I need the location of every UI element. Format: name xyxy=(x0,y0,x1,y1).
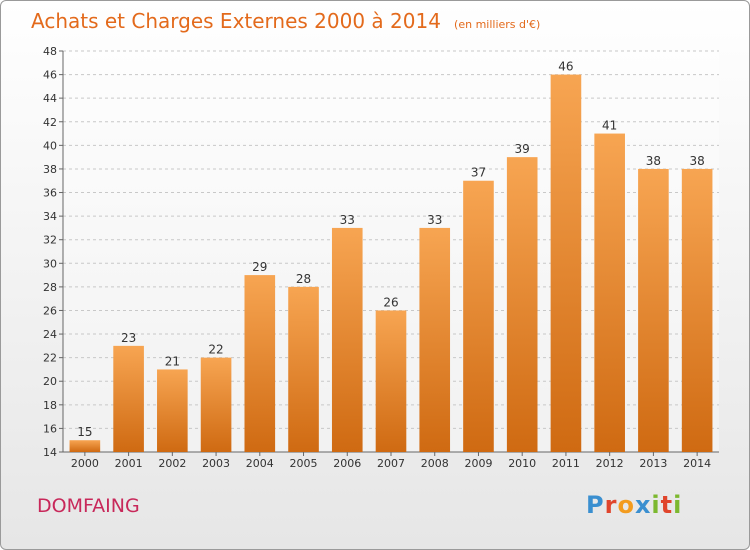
y-tick-label: 48 xyxy=(43,45,57,58)
bar xyxy=(69,440,101,452)
x-tick-label: 2007 xyxy=(377,457,405,470)
y-tick-label: 26 xyxy=(43,304,57,317)
logo-letter: x xyxy=(634,491,652,519)
chart-title: Achats et Charges Externes 2000 à 2014 xyxy=(31,9,441,33)
y-tick-label: 24 xyxy=(43,328,57,341)
bar xyxy=(681,168,713,453)
bar xyxy=(200,357,232,452)
bar-value-label: 41 xyxy=(602,119,617,133)
bar xyxy=(244,275,276,452)
logo-letter: o xyxy=(617,491,635,519)
y-tick-label: 42 xyxy=(43,116,57,129)
bar-value-label: 22 xyxy=(208,343,223,357)
bar xyxy=(288,286,319,452)
x-tick-label: 2012 xyxy=(596,457,624,470)
bar-value-label: 33 xyxy=(340,213,355,227)
x-tick-label: 2002 xyxy=(158,457,186,470)
bar xyxy=(550,74,582,453)
title-block: Achats et Charges Externes 2000 à 2014 (… xyxy=(31,9,540,33)
bar-value-label: 23 xyxy=(121,331,136,345)
logo-letter: r xyxy=(604,491,618,519)
bar-value-label: 28 xyxy=(296,272,311,286)
bar xyxy=(375,310,407,452)
bar xyxy=(113,345,144,452)
x-tick-label: 2005 xyxy=(290,457,318,470)
chart-subtitle: (en milliers d'€) xyxy=(454,18,541,31)
bar xyxy=(331,227,363,452)
x-tick-label: 2008 xyxy=(421,457,449,470)
bar-value-label: 21 xyxy=(165,354,180,368)
logo-letter: P xyxy=(586,491,605,519)
x-tick-label: 2004 xyxy=(246,457,274,470)
bar xyxy=(157,369,188,452)
bar-value-label: 29 xyxy=(252,260,267,274)
logo-letter: i xyxy=(651,491,661,519)
bar xyxy=(638,168,669,453)
x-tick-label: 2001 xyxy=(115,457,143,470)
y-tick-label: 14 xyxy=(43,446,57,459)
y-tick-label: 22 xyxy=(43,352,57,365)
x-tick-label: 2003 xyxy=(202,457,230,470)
y-tick-label: 38 xyxy=(43,163,57,176)
y-tick-label: 40 xyxy=(43,139,57,152)
y-tick-label: 30 xyxy=(43,257,57,270)
x-tick-label: 2014 xyxy=(683,457,711,470)
bar xyxy=(594,133,625,452)
x-tick-label: 2000 xyxy=(71,457,99,470)
x-tick-label: 2006 xyxy=(333,457,361,470)
commune-name: DOMFAING xyxy=(37,495,140,517)
y-tick-label: 32 xyxy=(43,234,57,247)
y-tick-label: 46 xyxy=(43,69,57,82)
x-tick-label: 2013 xyxy=(639,457,667,470)
logo-letter: i xyxy=(673,491,683,519)
bar-value-label: 37 xyxy=(471,166,486,180)
y-tick-label: 18 xyxy=(43,399,57,412)
y-tick-label: 20 xyxy=(43,375,57,388)
y-tick-label: 28 xyxy=(43,281,57,294)
bar-value-label: 33 xyxy=(427,213,442,227)
bar xyxy=(419,227,451,452)
y-tick-label: 16 xyxy=(43,422,57,435)
logo-letter: t xyxy=(660,491,674,519)
bar-value-label: 26 xyxy=(383,295,398,309)
proxiti-logo: Proxiti xyxy=(586,491,682,519)
bar xyxy=(506,157,538,452)
bar xyxy=(463,180,494,452)
bar-value-label: 39 xyxy=(515,142,530,156)
bar-value-label: 38 xyxy=(646,154,661,168)
x-tick-label: 2010 xyxy=(508,457,536,470)
y-tick-label: 44 xyxy=(43,92,57,105)
bar-value-label: 46 xyxy=(558,60,573,74)
bar-value-label: 38 xyxy=(689,154,704,168)
bar-value-label: 15 xyxy=(77,425,92,439)
y-tick-label: 34 xyxy=(43,210,57,223)
y-tick-label: 36 xyxy=(43,187,57,200)
x-tick-label: 2011 xyxy=(552,457,580,470)
x-tick-label: 2009 xyxy=(464,457,492,470)
